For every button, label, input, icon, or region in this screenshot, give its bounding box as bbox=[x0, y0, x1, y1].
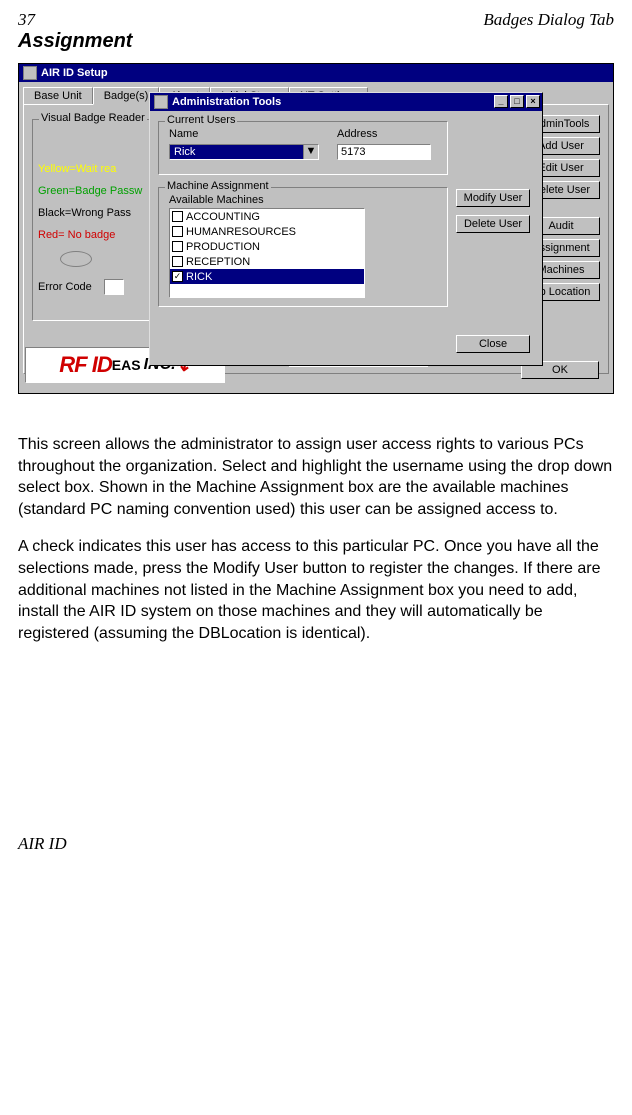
chapter-title: Badges Dialog Tab bbox=[483, 10, 614, 30]
list-item[interactable]: ACCOUNTING bbox=[170, 209, 364, 224]
admin-tools-window: Administration Tools _ □ × Current Users… bbox=[149, 92, 543, 366]
available-machines-label: Available Machines bbox=[169, 194, 264, 206]
maximize-icon[interactable]: □ bbox=[510, 95, 524, 108]
name-value: Rick bbox=[170, 145, 303, 159]
list-item-label: RECEPTION bbox=[186, 256, 250, 268]
visual-badge-label: Visual Badge Reader bbox=[39, 112, 147, 124]
checkbox-icon[interactable] bbox=[172, 226, 183, 237]
error-code-field[interactable] bbox=[104, 279, 124, 295]
close-icon[interactable]: × bbox=[526, 95, 540, 108]
admin-icon bbox=[154, 95, 168, 109]
admin-titlebar: Administration Tools _ □ × bbox=[150, 93, 542, 111]
list-item-label: PRODUCTION bbox=[186, 241, 260, 253]
admin-title-text: Administration Tools bbox=[172, 96, 281, 108]
machine-assignment-group: Machine Assignment Available Machines AC… bbox=[158, 187, 448, 307]
app-icon bbox=[23, 66, 37, 80]
current-users-label: Current Users bbox=[165, 114, 237, 126]
list-item[interactable]: PRODUCTION bbox=[170, 239, 364, 254]
section-title: Assignment bbox=[18, 30, 614, 53]
checkbox-icon[interactable] bbox=[172, 256, 183, 267]
address-field[interactable]: 5173 bbox=[337, 144, 431, 160]
chevron-down-icon[interactable]: ▼ bbox=[303, 145, 318, 159]
modify-user-button[interactable]: Modify User bbox=[456, 189, 530, 207]
checkbox-icon[interactable]: ✓ bbox=[172, 271, 183, 282]
machine-assignment-label: Machine Assignment bbox=[165, 180, 271, 192]
list-item[interactable]: ✓RICK bbox=[170, 269, 364, 284]
checkbox-icon[interactable] bbox=[172, 241, 183, 252]
list-item[interactable]: HUMANRESOURCES bbox=[170, 224, 364, 239]
main-titlebar: AIR ID Setup bbox=[19, 64, 613, 82]
body-paragraph-2: A check indicates this user has access t… bbox=[18, 536, 614, 644]
status-oval bbox=[60, 251, 92, 267]
checkbox-icon[interactable] bbox=[172, 211, 183, 222]
address-label: Address bbox=[337, 128, 377, 140]
logo-rf: RF ID bbox=[59, 352, 111, 378]
status-red: Red= No badge bbox=[38, 229, 115, 241]
tab-base-unit[interactable]: Base Unit bbox=[23, 87, 93, 105]
body-paragraph-1: This screen allows the administrator to … bbox=[18, 434, 614, 520]
minimize-icon[interactable]: _ bbox=[494, 95, 508, 108]
list-item-label: ACCOUNTING bbox=[186, 211, 260, 223]
error-code-label: Error Code bbox=[38, 281, 92, 293]
admin-delete-user-button[interactable]: Delete User bbox=[456, 215, 530, 233]
footer-text: AIR ID bbox=[18, 834, 614, 854]
current-users-group: Current Users Name Address Rick ▼ 5173 bbox=[158, 121, 448, 175]
list-item-label: RICK bbox=[186, 271, 212, 283]
name-combo[interactable]: Rick ▼ bbox=[169, 144, 319, 160]
list-item[interactable]: RECEPTION bbox=[170, 254, 364, 269]
list-item-label: HUMANRESOURCES bbox=[186, 226, 296, 238]
name-label: Name bbox=[169, 128, 198, 140]
screenshot-airid-setup: AIR ID Setup Base Unit Badge(s) About In… bbox=[18, 63, 614, 394]
status-green: Green=Badge Passw bbox=[38, 185, 142, 197]
status-yellow: Yellow=Wait rea bbox=[38, 163, 116, 175]
close-button[interactable]: Close bbox=[456, 335, 530, 353]
page-number: 37 bbox=[18, 10, 35, 30]
main-title-text: AIR ID Setup bbox=[41, 67, 108, 79]
status-black: Black=Wrong Pass bbox=[38, 207, 131, 219]
logo-eas: EAS bbox=[112, 357, 141, 373]
machines-listbox[interactable]: ACCOUNTING HUMANRESOURCES PRODUCTION REC… bbox=[169, 208, 365, 298]
